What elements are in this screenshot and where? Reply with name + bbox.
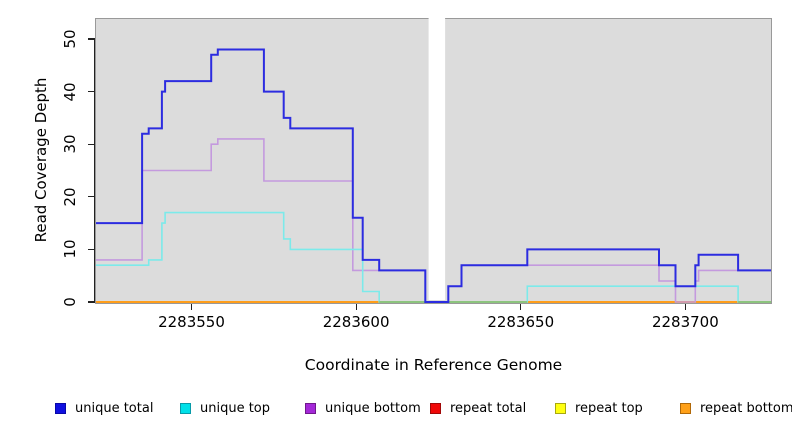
chart-legend: unique total unique top unique bottom repea… bbox=[0, 399, 792, 419]
legend-label: repeat total bbox=[450, 400, 527, 416]
legend-swatch-icon bbox=[305, 402, 316, 414]
legend-item-unique-bottom: unique bottom bbox=[305, 399, 421, 417]
x-tick-label: 2283650 bbox=[487, 313, 555, 331]
legend-item-repeat-bottom: repeat bottom bbox=[680, 399, 792, 417]
legend-item-unique-top: unique top bbox=[180, 399, 270, 417]
x-tick-mark bbox=[355, 304, 357, 310]
x-tick-label: 2283550 bbox=[158, 313, 225, 331]
x-tick-label: 2283700 bbox=[651, 313, 719, 331]
legend-label: unique bottom bbox=[325, 400, 421, 416]
y-tick-label: 10 bbox=[61, 239, 79, 259]
legend-swatch-icon bbox=[180, 402, 191, 414]
y-tick-label: 20 bbox=[61, 187, 79, 207]
x-tick-mark bbox=[190, 304, 193, 310]
series-line-unique-total bbox=[96, 48, 771, 303]
y-tick-mark bbox=[88, 248, 95, 250]
legend-swatch-icon bbox=[55, 402, 66, 414]
y-tick-mark bbox=[88, 196, 95, 198]
y-axis-line bbox=[93, 39, 95, 302]
x-tick-mark bbox=[520, 304, 522, 310]
plot-area bbox=[95, 16, 772, 304]
x-axis-title: Coordinate in Reference Genome bbox=[304, 356, 563, 374]
y-tick-mark bbox=[88, 143, 95, 145]
legend-label: repeat bottom bbox=[700, 400, 792, 416]
y-axis-title: Read Coverage Depth bbox=[32, 77, 50, 243]
x-tick-label: 2283600 bbox=[322, 313, 390, 331]
masked-region bbox=[428, 16, 446, 300]
legend-item-repeat-total: repeat total bbox=[430, 399, 526, 417]
y-tick-label: 30 bbox=[61, 134, 79, 154]
legend-label: repeat top bbox=[575, 400, 643, 416]
legend-swatch-icon bbox=[680, 402, 691, 414]
y-tick-mark bbox=[88, 38, 95, 40]
series-line-unique-top bbox=[96, 211, 771, 303]
coverage-step-chart bbox=[96, 16, 771, 303]
y-tick-label: 40 bbox=[61, 82, 79, 102]
y-tick-label: 50 bbox=[61, 29, 79, 49]
y-tick-mark bbox=[88, 91, 95, 93]
y-tick-label: 0 bbox=[61, 297, 79, 307]
legend-item-unique-total: unique total bbox=[55, 399, 153, 417]
legend-label: unique total bbox=[75, 400, 154, 416]
legend-label: unique top bbox=[200, 400, 271, 416]
legend-swatch-icon bbox=[555, 402, 566, 414]
legend-swatch-icon bbox=[430, 402, 441, 414]
y-tick-mark bbox=[88, 301, 95, 303]
x-tick-mark bbox=[684, 304, 686, 310]
legend-item-repeat-top: repeat top bbox=[555, 399, 643, 417]
